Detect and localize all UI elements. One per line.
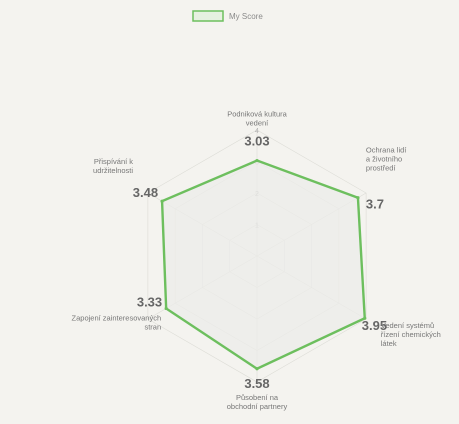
axis-label: Přispívání k [94,157,133,166]
axis-label: vedení [246,119,269,128]
value-label: 3.95 [362,318,387,333]
axis-label: Ochrana lidí [366,146,407,155]
value-label: 3.48 [133,185,158,200]
tick-label: 4 [255,128,259,135]
value-label: 3.03 [244,134,269,149]
axis-label: udržitelnosti [93,166,133,175]
axis-label: Zapojení zainteresovaných [72,313,162,322]
axis-label: a životního [366,155,402,164]
axis-label: Vedení systémů [381,321,434,330]
axis-label: Podniková kultura [227,110,287,119]
series-point [164,306,168,311]
axis-label: stran [144,322,161,331]
legend[interactable]: My Score [192,10,263,22]
legend-swatch [192,10,224,22]
axis-label: prostředí [366,164,397,173]
value-label: 3.7 [366,197,384,212]
axis-label: obchodní partnery [227,402,288,411]
axis-label: Působení na [236,393,279,402]
series-point [363,316,367,320]
axis-label: řízení chemických [381,330,441,339]
value-label: 3.33 [137,294,162,309]
axis-label: látek [381,339,397,348]
series-point [160,199,164,203]
series-point [356,196,360,200]
legend-label: My Score [229,12,263,21]
series-point [255,367,259,371]
value-label: 3.58 [244,376,269,391]
radar-series [160,158,367,371]
series-point [255,158,259,163]
